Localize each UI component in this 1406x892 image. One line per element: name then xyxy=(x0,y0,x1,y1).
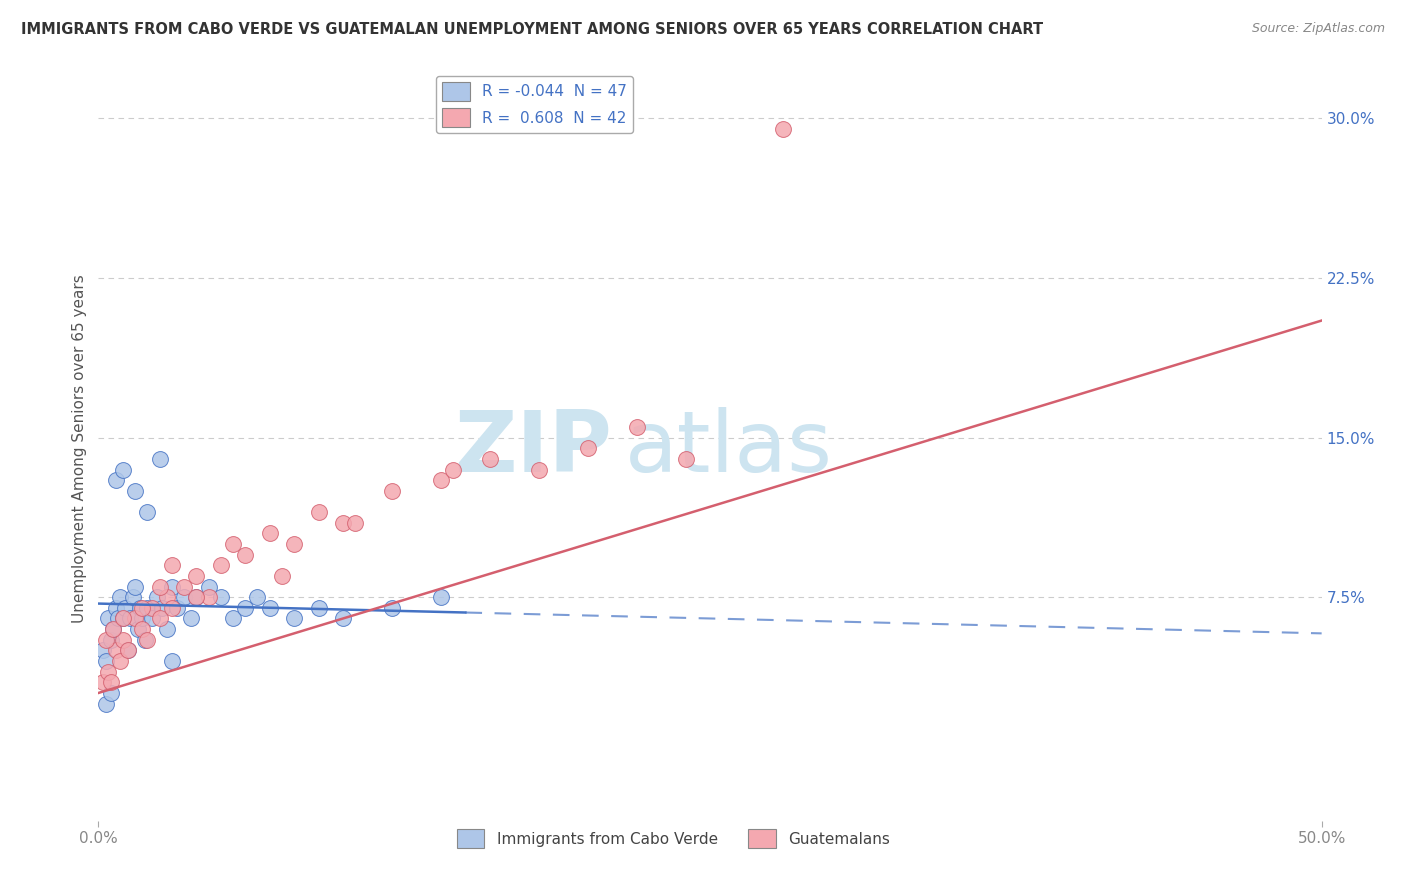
Point xyxy=(626,420,648,434)
Point xyxy=(576,441,599,455)
Point xyxy=(308,600,330,615)
Point xyxy=(149,611,172,625)
Point xyxy=(270,569,294,583)
Point xyxy=(197,580,219,594)
Point xyxy=(381,600,404,615)
Point xyxy=(233,548,256,562)
Point xyxy=(430,591,453,605)
Text: atlas: atlas xyxy=(624,407,832,490)
Point xyxy=(160,654,183,668)
Legend: Immigrants from Cabo Verde, Guatemalans: Immigrants from Cabo Verde, Guatemalans xyxy=(451,823,896,854)
Point xyxy=(160,558,183,573)
Point xyxy=(100,686,122,700)
Point xyxy=(111,632,134,647)
Point xyxy=(91,643,114,657)
Point xyxy=(131,600,153,615)
Text: Source: ZipAtlas.com: Source: ZipAtlas.com xyxy=(1251,22,1385,36)
Point xyxy=(209,558,232,573)
Point xyxy=(160,600,183,615)
Point xyxy=(173,580,195,594)
Point xyxy=(180,611,202,625)
Point xyxy=(127,622,149,636)
Point xyxy=(136,600,159,615)
Point xyxy=(120,611,142,625)
Point xyxy=(197,591,219,605)
Point xyxy=(283,611,305,625)
Point xyxy=(117,643,139,657)
Point xyxy=(150,600,173,615)
Point xyxy=(149,451,172,466)
Point xyxy=(104,643,127,657)
Point xyxy=(97,611,120,625)
Point xyxy=(441,462,464,476)
Point xyxy=(259,600,281,615)
Point xyxy=(166,600,188,615)
Point xyxy=(259,526,281,541)
Point xyxy=(186,591,208,605)
Point xyxy=(146,591,169,605)
Point xyxy=(160,580,183,594)
Point xyxy=(156,591,179,605)
Point xyxy=(222,611,245,625)
Point xyxy=(527,462,550,476)
Point xyxy=(209,591,232,605)
Point xyxy=(94,697,117,711)
Point xyxy=(100,675,122,690)
Point xyxy=(131,611,153,625)
Point xyxy=(111,611,134,625)
Text: IMMIGRANTS FROM CABO VERDE VS GUATEMALAN UNEMPLOYMENT AMONG SENIORS OVER 65 YEAR: IMMIGRANTS FROM CABO VERDE VS GUATEMALAN… xyxy=(21,22,1043,37)
Point xyxy=(772,122,794,136)
Point xyxy=(308,505,330,519)
Point xyxy=(430,473,453,487)
Point xyxy=(149,580,172,594)
Point xyxy=(107,611,129,625)
Point xyxy=(129,600,152,615)
Point xyxy=(332,516,354,530)
Point xyxy=(94,654,117,668)
Point xyxy=(111,462,134,476)
Point xyxy=(186,591,208,605)
Point xyxy=(101,622,124,636)
Point xyxy=(136,632,159,647)
Point xyxy=(156,622,179,636)
Point xyxy=(136,505,159,519)
Y-axis label: Unemployment Among Seniors over 65 years: Unemployment Among Seniors over 65 years xyxy=(72,274,87,623)
Point xyxy=(124,611,146,625)
Point xyxy=(121,591,143,605)
Point xyxy=(283,537,305,551)
Text: ZIP: ZIP xyxy=(454,407,612,490)
Point xyxy=(246,591,269,605)
Point xyxy=(131,622,153,636)
Point xyxy=(381,483,404,498)
Point xyxy=(222,537,245,551)
Point xyxy=(100,632,122,647)
Point xyxy=(141,600,163,615)
Point xyxy=(675,451,697,466)
Point xyxy=(104,473,127,487)
Point xyxy=(94,632,117,647)
Point xyxy=(332,611,354,625)
Point xyxy=(344,516,367,530)
Point xyxy=(91,675,114,690)
Point xyxy=(117,643,139,657)
Point xyxy=(478,451,501,466)
Point xyxy=(134,632,156,647)
Point xyxy=(110,654,132,668)
Point xyxy=(124,580,146,594)
Point xyxy=(114,600,136,615)
Point xyxy=(186,569,208,583)
Point xyxy=(97,665,120,679)
Point xyxy=(124,483,146,498)
Point xyxy=(104,600,127,615)
Point xyxy=(233,600,256,615)
Point xyxy=(101,622,124,636)
Point xyxy=(110,591,132,605)
Point xyxy=(173,591,195,605)
Point xyxy=(141,611,163,625)
Point xyxy=(111,611,134,625)
